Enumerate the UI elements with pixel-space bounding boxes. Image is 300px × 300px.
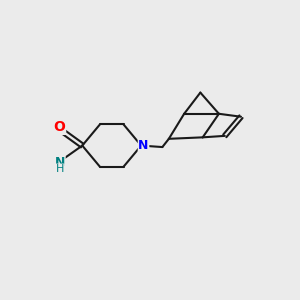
Text: O: O [54, 120, 65, 134]
Text: N: N [138, 139, 149, 152]
Text: H: H [56, 164, 64, 174]
Text: N: N [55, 156, 65, 169]
